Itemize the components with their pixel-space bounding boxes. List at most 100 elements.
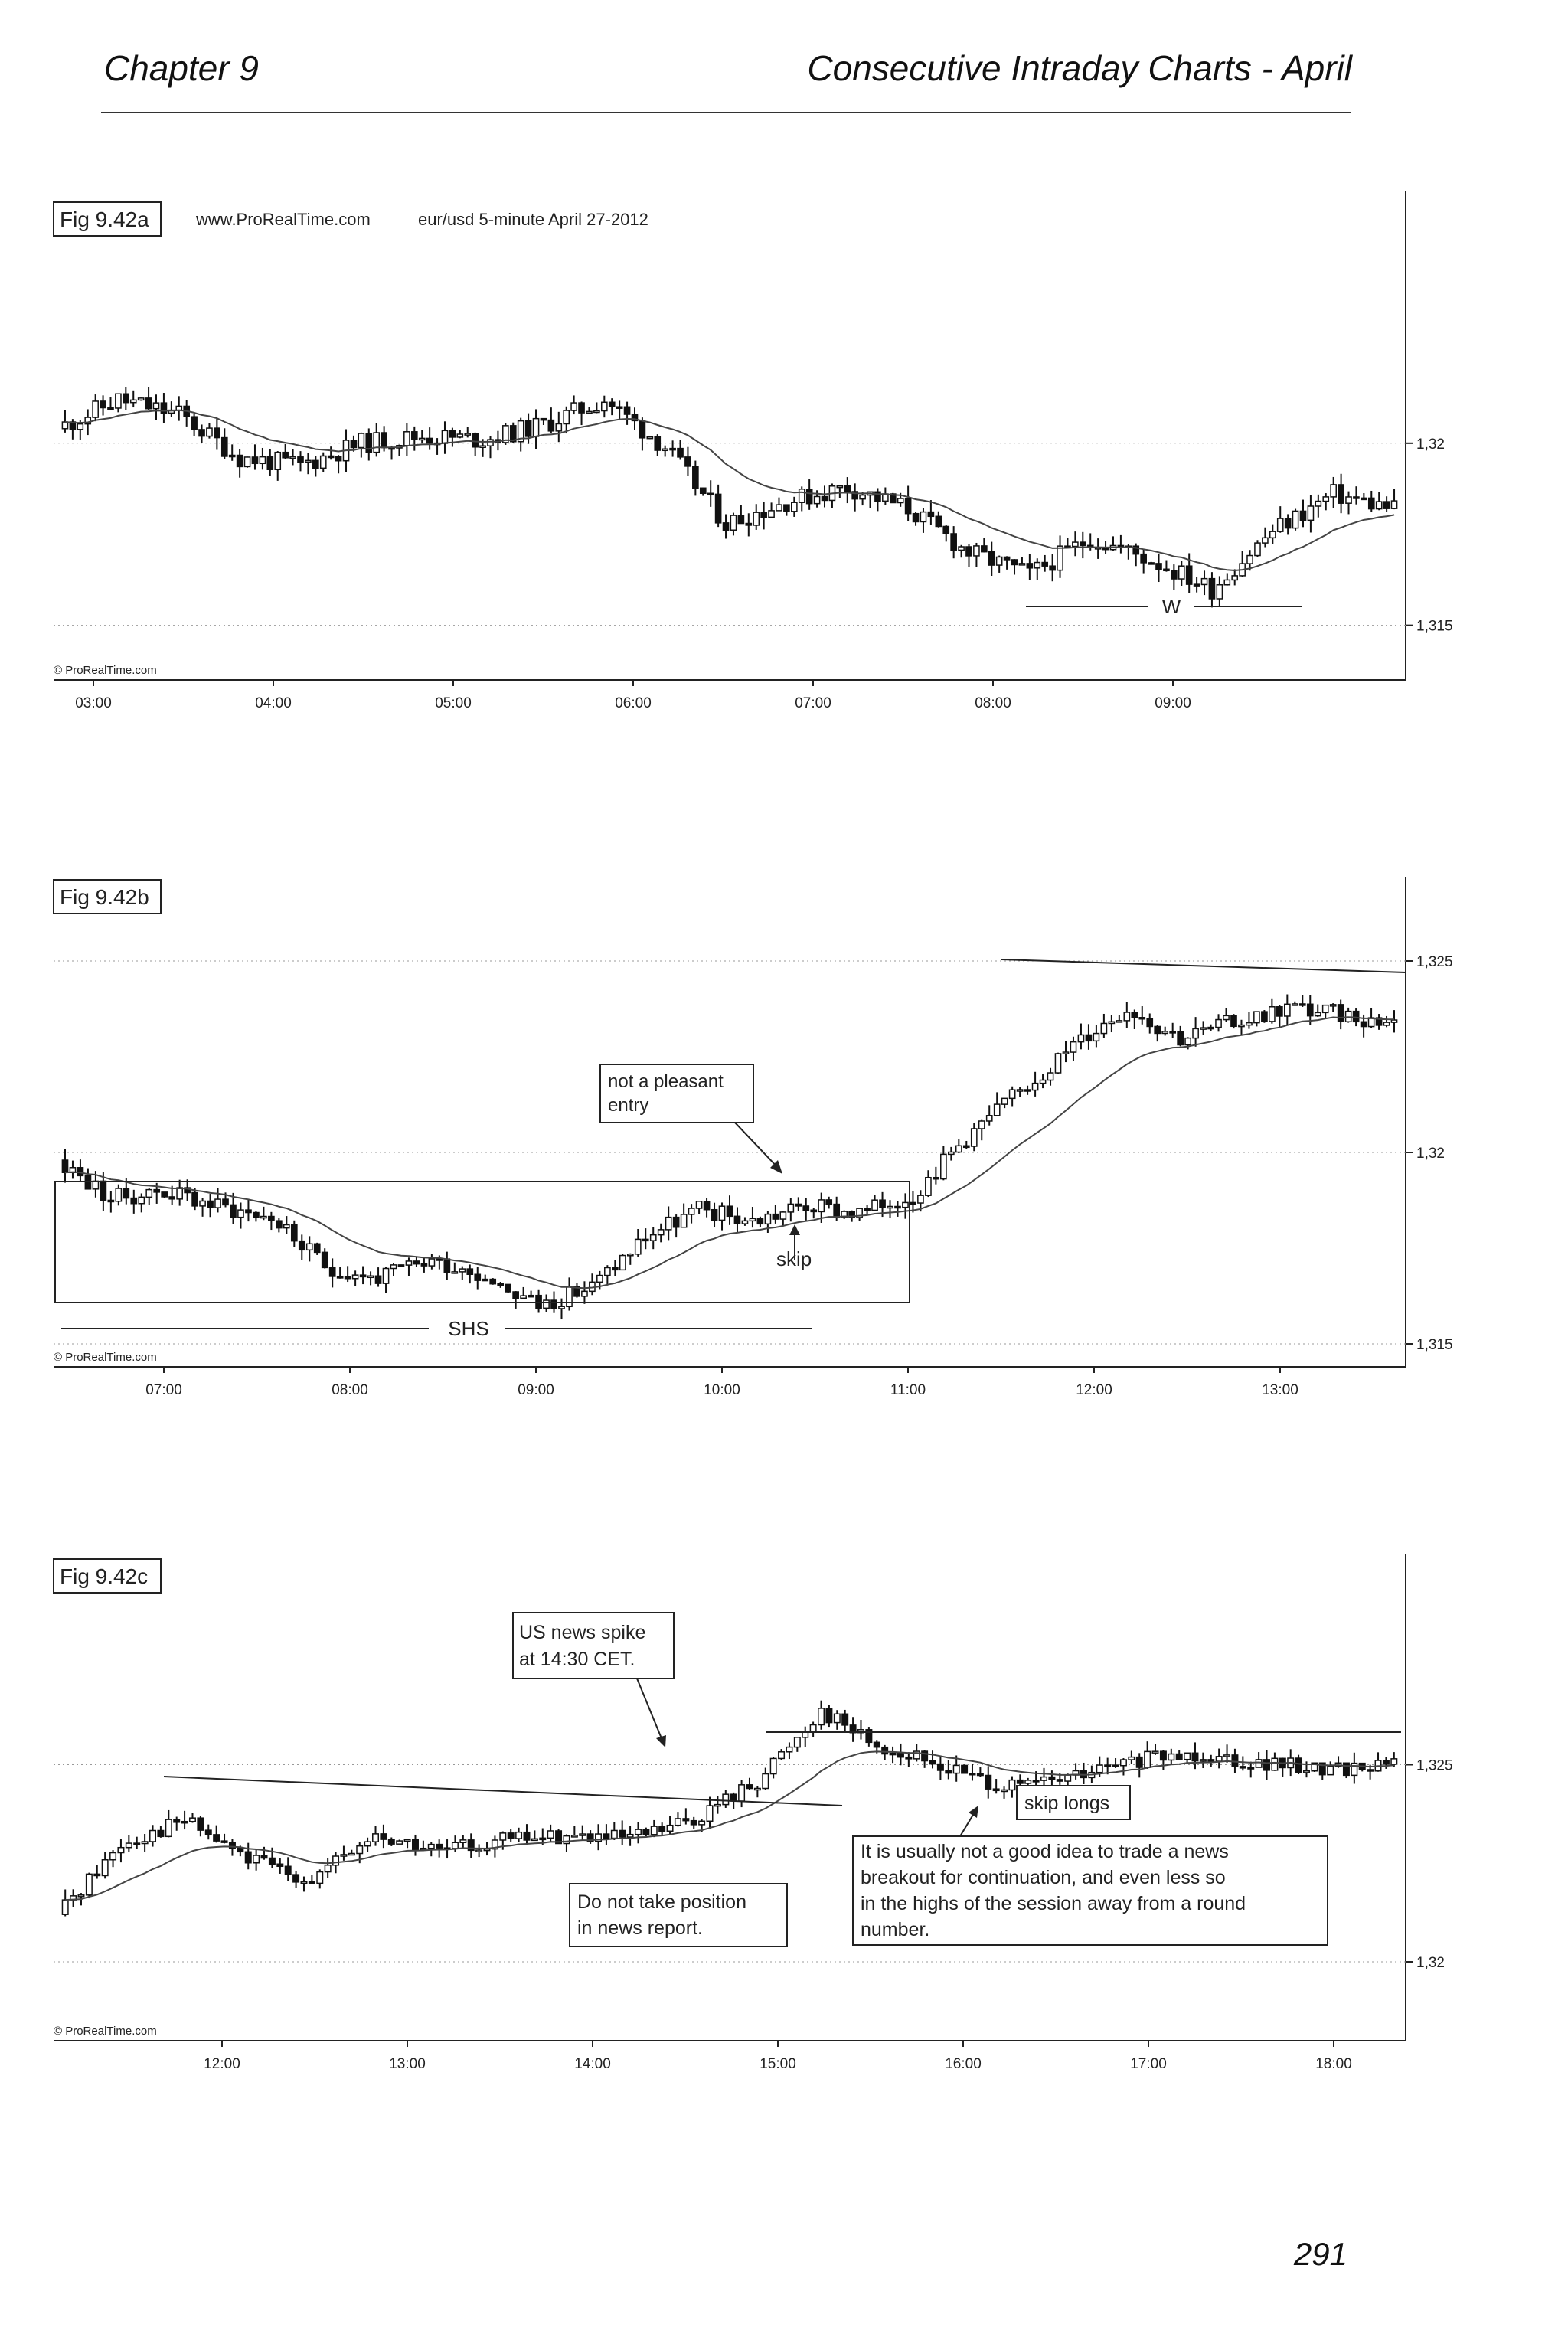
candle-body [610, 1829, 618, 1839]
candle-body [1246, 1022, 1253, 1026]
candle-body [1254, 542, 1261, 557]
candle-body [1299, 510, 1307, 521]
candle-body [1163, 568, 1170, 572]
candle-body [616, 406, 623, 409]
candle-body [665, 1216, 672, 1231]
candle-body [778, 1751, 786, 1760]
annotation-text: Do not take position [577, 1891, 746, 1913]
candle-body [1311, 1762, 1318, 1772]
candle-body [768, 510, 775, 518]
candle-body [776, 504, 782, 512]
candle-body [138, 1196, 145, 1205]
candle-body [1178, 565, 1185, 580]
chart-title: eur/usd 5-minute April 27-2012 [418, 210, 648, 229]
candle-body [897, 1752, 904, 1758]
candle-body [282, 451, 289, 459]
candle-body [1298, 1003, 1306, 1006]
candle-body [672, 1216, 680, 1228]
candle-body [420, 1263, 428, 1267]
candle-body [1207, 1759, 1215, 1762]
candle-body [695, 1201, 703, 1209]
x-tick-label: 17:00 [1130, 2056, 1167, 2072]
candle-body [324, 1865, 332, 1873]
candle-body [184, 1187, 191, 1194]
candle-body [1216, 584, 1223, 600]
fig-label-box [53, 879, 162, 914]
candle-body [604, 1267, 611, 1276]
candle-body [305, 459, 312, 463]
candle-body [181, 1820, 188, 1824]
candle-body [1329, 1004, 1337, 1007]
candle-body [313, 1243, 321, 1254]
candle-body [497, 1283, 505, 1286]
annotation-text: It is usually not a good idea to trade a… [861, 1841, 1229, 1862]
skip-label: skip [776, 1247, 812, 1270]
candle-body [459, 1268, 466, 1273]
candle-body [312, 459, 319, 469]
candle-body [1047, 1072, 1054, 1081]
candle-body [84, 1175, 92, 1190]
candle-body [411, 1839, 419, 1851]
candle-body [836, 485, 844, 489]
candle-body [157, 1829, 165, 1838]
candle-body [276, 1863, 284, 1868]
candle-body [798, 489, 805, 503]
candle-body [427, 1843, 435, 1849]
candle-body [821, 495, 828, 502]
candle-body [1383, 501, 1390, 509]
candle-body [658, 1826, 666, 1832]
annotation-arrow [636, 1678, 664, 1743]
candle-body [1039, 1079, 1047, 1084]
candle-body [818, 1708, 825, 1726]
candle-body [985, 1115, 993, 1122]
candle-body [153, 1188, 161, 1193]
y-tick-label: 1,315 [1416, 619, 1453, 635]
candle-body [230, 1204, 237, 1218]
candle-body [245, 1209, 252, 1214]
candle-body [165, 1819, 172, 1838]
x-tick-label: 07:00 [145, 1382, 182, 1398]
annotation-box [852, 1835, 1328, 1946]
candle-body [947, 1151, 955, 1156]
x-tick-label: 09:00 [1155, 695, 1191, 711]
candle-body [459, 1839, 467, 1843]
candle-body [449, 430, 456, 438]
candle-body [600, 401, 608, 412]
candle-body [1292, 510, 1299, 529]
candle-body [1352, 1010, 1360, 1023]
candle-body [436, 1258, 443, 1261]
candle-body [910, 1201, 916, 1205]
candle-body [348, 1852, 355, 1856]
candle-body [191, 416, 198, 430]
candle-body [365, 433, 373, 453]
candle-body [887, 1205, 893, 1209]
candle-body [650, 1826, 658, 1835]
candle-body [1135, 1756, 1143, 1768]
candle-body [1269, 1006, 1276, 1022]
candle-body [260, 1215, 267, 1219]
candle-body [726, 1205, 733, 1218]
candle-body [1247, 1767, 1255, 1770]
candle-body [115, 1188, 122, 1202]
candle-body [787, 1203, 795, 1213]
candle-body [699, 487, 707, 495]
candle-body [595, 1833, 603, 1842]
candle-body [889, 1752, 897, 1756]
candle-body [1131, 1012, 1138, 1018]
candle-body [940, 1153, 947, 1180]
candle-body [1144, 1750, 1152, 1768]
candle-body [214, 427, 220, 439]
top-trendline [1001, 959, 1406, 973]
candle-body [1231, 575, 1239, 581]
candle-body [228, 454, 236, 458]
candle-body [558, 1306, 565, 1309]
candle-body [649, 1234, 657, 1241]
candle-body [902, 1201, 909, 1208]
candle-body [992, 1788, 1000, 1792]
candle-body [935, 515, 942, 528]
candle-body [1161, 1031, 1169, 1035]
candle-body [1337, 1004, 1344, 1023]
candle-body [741, 1220, 749, 1224]
y-tick-label: 1,32 [1416, 1955, 1445, 1971]
candle-body [512, 1291, 519, 1299]
